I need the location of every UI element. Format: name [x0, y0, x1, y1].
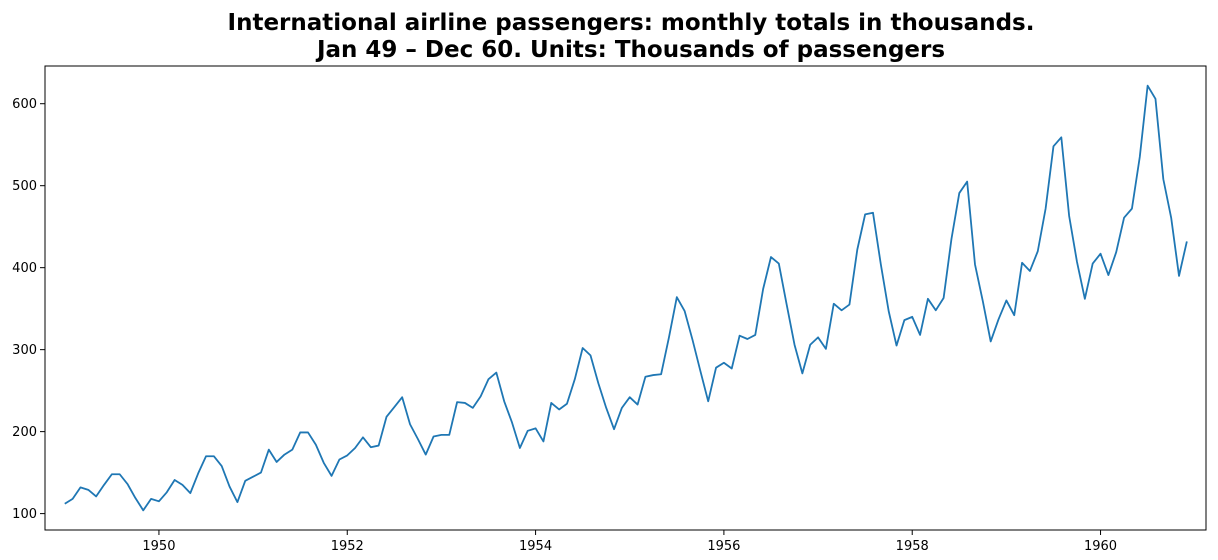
chart-title-line-1: International airline passengers: monthl… [228, 10, 1035, 36]
y-tick-label: 400 [12, 261, 37, 276]
x-tick-label: 1956 [707, 539, 740, 554]
x-tick-label: 1952 [331, 539, 364, 554]
series-line [64, 84, 1188, 512]
y-tick-label: 200 [12, 425, 37, 440]
y-tick-label: 300 [12, 343, 37, 358]
x-tick-label: 1958 [896, 539, 929, 554]
y-tick-label: 500 [12, 179, 37, 194]
y-tick-label: 600 [12, 97, 37, 112]
axes: 1950 1952 1954 1956 1958 1960 100 200 300 400 500 6… [12, 97, 1117, 554]
y-tick-label: 100 [12, 507, 37, 522]
x-tick-label: 1960 [1084, 539, 1117, 554]
x-tick-label: 1950 [142, 539, 175, 554]
plot-frame [44, 65, 1207, 531]
chart-title-line-2: Jan 49 – Dec 60. Units: Thousands of pas… [315, 37, 945, 63]
x-tick-label: 1954 [519, 539, 552, 554]
series-layer [64, 84, 1188, 512]
